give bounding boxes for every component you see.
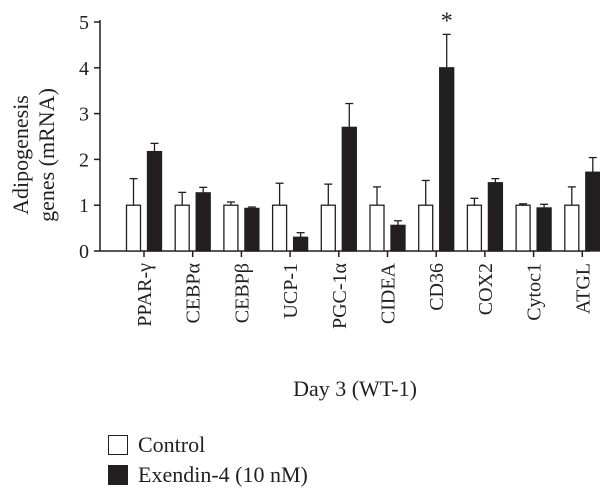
bar-control (223, 204, 239, 252)
bar-control (515, 204, 531, 252)
bar-exendin (195, 192, 211, 252)
y-tick-label: 4 (79, 58, 89, 80)
bar-exendin (292, 236, 309, 252)
bar-control (418, 204, 434, 252)
y-axis-label-line: genes (mRNA) (34, 88, 59, 222)
legend-swatch-exendin (108, 465, 128, 485)
bar-exendin (487, 182, 504, 252)
bar-control (320, 204, 336, 252)
legend-item-exendin: Exendin-4 (10 nM) (108, 460, 308, 490)
y-axis-label: Adipogenesis genes (mRNA) (8, 60, 74, 250)
y-tick-label: 0 (79, 241, 89, 263)
bar-exendin (244, 207, 260, 252)
x-tick-label: ATGL (572, 263, 594, 314)
bar-control (564, 204, 580, 252)
bar-control (125, 204, 142, 252)
bar-exendin (585, 171, 600, 252)
y-tick-label: 5 (79, 12, 89, 34)
chart-ticks: 0 1 2 3 4 5 PPAR-γ CEBPα CEBPβ UCP-1 PGC-1α CIDEA CD… (79, 12, 594, 329)
bar-exendin (390, 224, 406, 252)
bar-control (466, 204, 483, 252)
x-tick-label: COX2 (475, 263, 497, 315)
chart-bars: * (125, 8, 600, 252)
x-tick-label: CIDEA (378, 262, 400, 324)
legend-label-control: Control (138, 432, 206, 457)
y-axis-label-line: Adipogenesis (8, 95, 33, 215)
legend: Control Exendin-4 (10 nM) (108, 430, 308, 490)
bar-control (174, 204, 190, 252)
legend-swatch-control (108, 435, 128, 455)
y-tick-label: 3 (79, 104, 89, 126)
bar-exendin (146, 150, 163, 252)
legend-item-control: Control (108, 430, 308, 460)
x-tick-label: CEBPβ (231, 263, 253, 323)
x-tick-label: Cytoc1 (524, 263, 546, 321)
x-tick-label: CEBPα (183, 262, 205, 323)
legend-label-exendin: Exendin-4 (10 nM) (138, 462, 308, 487)
bar-control (271, 204, 288, 252)
significance-marker: * (441, 8, 453, 34)
x-tick-label: PPAR-γ (134, 263, 156, 327)
bar-exendin (536, 207, 552, 252)
x-tick-label: PGC-1α (329, 262, 351, 329)
y-tick-label: 2 (79, 149, 89, 171)
bar-exendin (341, 126, 357, 252)
y-tick-label: 1 (79, 195, 89, 217)
x-axis-label: Day 3 (WT-1) (293, 376, 417, 401)
x-tick-label: CD36 (426, 263, 448, 311)
bar-exendin (439, 67, 455, 252)
x-tick-label: UCP-1 (280, 263, 302, 319)
bar-control (369, 204, 385, 252)
